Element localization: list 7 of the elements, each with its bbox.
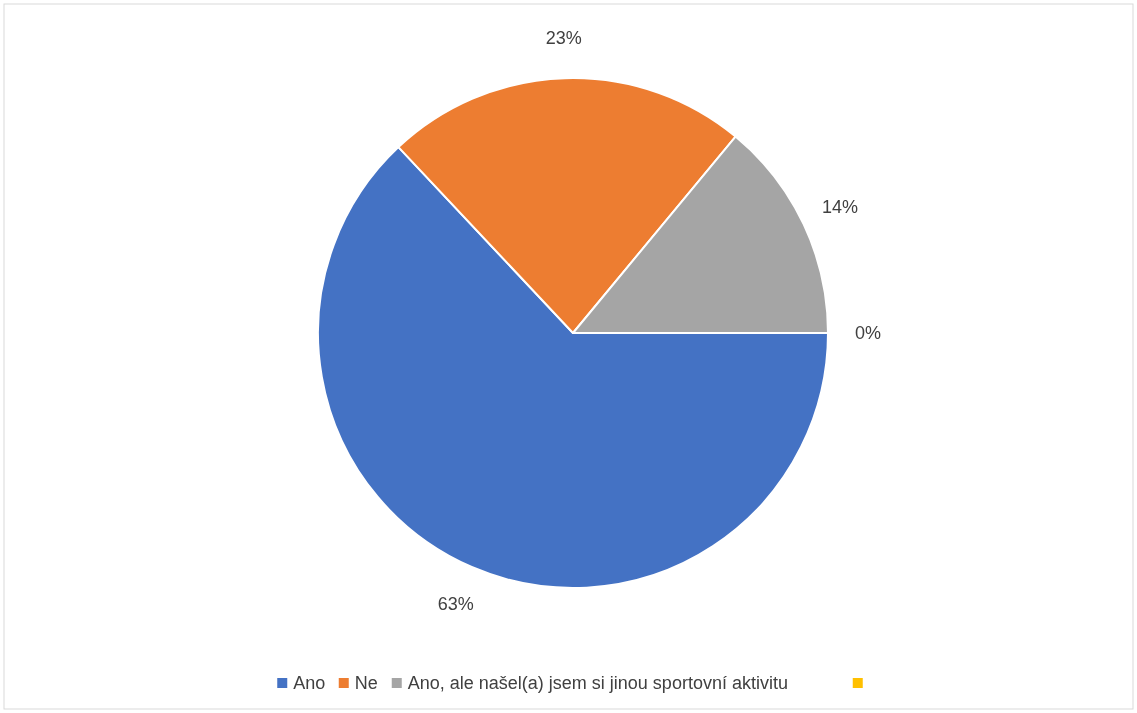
text: 0% <box>854 323 882 343</box>
data-label: 23% <box>545 28 582 49</box>
legend-label: Ne <box>354 673 378 693</box>
legend-label: Ano <box>293 673 326 693</box>
legend-label: Ano, ale našel(a) jsem si jinou sportovní aktivitu <box>407 673 788 693</box>
data-label: 14% <box>821 197 858 218</box>
data-label: 63% <box>437 593 474 614</box>
